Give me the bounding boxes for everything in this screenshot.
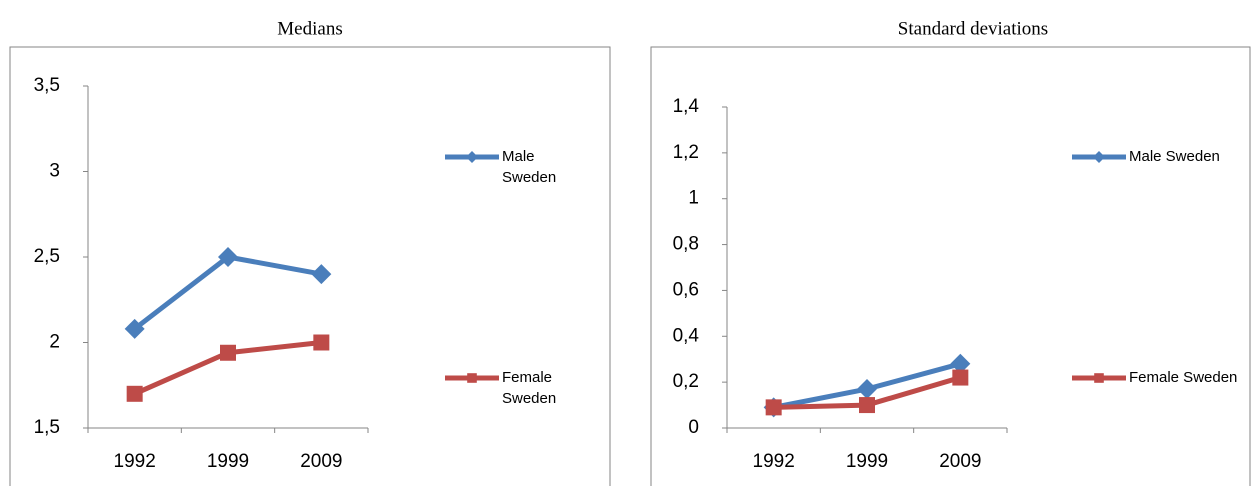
marker: [1093, 151, 1105, 163]
chart-frame: [650, 46, 1251, 486]
marker: [467, 373, 477, 383]
marker: [857, 379, 877, 400]
legend-label: Male Sweden: [1129, 148, 1220, 165]
x-tick-label: 1992: [114, 451, 156, 472]
y-tick-label: 1,4: [673, 96, 700, 117]
marker: [126, 385, 143, 402]
marker: [313, 334, 330, 351]
y-tick-label: 0,8: [673, 234, 699, 255]
legend-label: Female Sweden: [1129, 369, 1238, 386]
y-tick-label: 1,2: [673, 142, 699, 163]
marker: [466, 151, 478, 163]
x-tick-label: 1999: [846, 451, 888, 472]
chart-frame: [9, 46, 611, 486]
marker: [311, 264, 332, 285]
y-tick-label: 2: [49, 332, 60, 353]
y-tick-label: 0,4: [673, 325, 700, 346]
y-tick-label: 0,2: [673, 371, 699, 392]
y-tick-label: 1,5: [34, 417, 60, 438]
legend-label: Male Sweden: [502, 148, 557, 186]
x-tick-label: 1999: [207, 451, 249, 472]
marker: [1094, 373, 1104, 383]
y-tick-label: 3,5: [34, 75, 60, 96]
y-tick-label: 0: [688, 417, 699, 438]
marker: [765, 399, 782, 416]
marker: [124, 318, 145, 339]
marker: [218, 247, 238, 267]
marker: [859, 397, 875, 414]
chart-title: Standard deviations: [898, 18, 1048, 39]
x-tick-label: 2009: [300, 451, 342, 472]
marker: [220, 344, 236, 361]
chart-title: Medians: [277, 18, 342, 39]
x-tick-label: 1992: [753, 451, 795, 472]
y-tick-label: 3: [49, 161, 60, 182]
y-tick-label: 1: [688, 188, 699, 209]
y-tick-label: 0,6: [673, 279, 699, 300]
legend-label: Female Sweden: [502, 369, 557, 407]
y-tick-label: 2,5: [34, 246, 60, 267]
series-line: [133, 254, 322, 331]
x-tick-label: 2009: [939, 451, 981, 472]
marker: [952, 369, 969, 386]
marker: [950, 353, 971, 374]
